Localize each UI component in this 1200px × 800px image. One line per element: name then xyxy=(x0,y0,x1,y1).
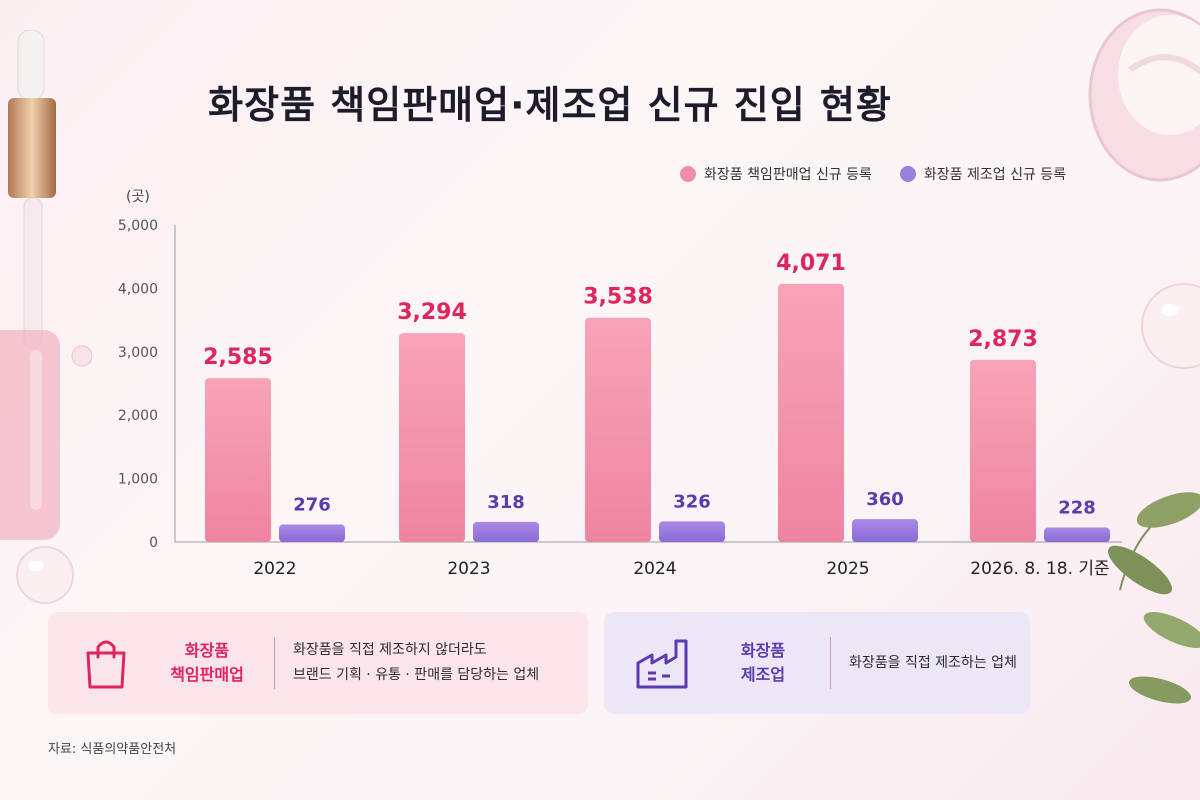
data-label-mf: 318 xyxy=(487,492,525,513)
legend-swatch-rp xyxy=(680,166,696,182)
card-desc-mf-line1: 화장품을 직접 제조하는 업체 xyxy=(849,654,1017,671)
data-label-rp: 2,873 xyxy=(968,327,1038,352)
info-card-responsible-seller: 화장품 책임판매업 화장품을 직접 제조하지 않더라도 브랜드 기획 · 유통 … xyxy=(48,612,588,714)
data-label-mf: 228 xyxy=(1058,498,1096,519)
card-title-mf: 화장품 제조업 xyxy=(708,639,818,687)
bar-rp xyxy=(205,378,271,542)
y-tick-label: 1,000 xyxy=(118,472,158,488)
card-title-rp: 화장품 책임판매업 xyxy=(152,639,262,687)
bar-mf xyxy=(279,524,345,542)
data-label-mf: 276 xyxy=(293,495,331,516)
chart-legend: 화장품 책임판매업 신규 등록 화장품 제조업 신규 등록 xyxy=(680,162,1140,186)
legend-label-rp: 화장품 책임판매업 신규 등록 xyxy=(704,167,872,183)
data-label-rp: 2,585 xyxy=(203,345,273,370)
card-title-mf-line2: 제조업 xyxy=(740,665,786,684)
y-tick-label: 2,000 xyxy=(118,408,158,424)
bar-rp xyxy=(970,359,1036,542)
data-label-rp: 3,294 xyxy=(397,300,467,325)
card-desc-mf: 화장품을 직접 제조하는 업체 xyxy=(849,651,1017,676)
y-tick-label: 5,000 xyxy=(118,218,158,234)
x-tick-label: 2023 xyxy=(447,559,490,579)
y-axis-unit: (곳) xyxy=(126,189,150,205)
data-label-rp: 4,071 xyxy=(776,251,846,276)
bar-rp xyxy=(778,283,844,542)
bar-mf xyxy=(852,519,918,542)
card-desc-rp-line2: 브랜드 기획 · 유통 · 판매를 담당하는 업체 xyxy=(293,667,540,683)
legend-label-mf: 화장품 제조업 신규 등록 xyxy=(923,167,1067,183)
card-divider xyxy=(830,637,831,689)
bar-rp xyxy=(399,333,465,542)
page-title: 화장품 책임판매업·제조업 신규 진입 현황 xyxy=(208,83,892,127)
x-tick-label: 2022 xyxy=(253,559,296,579)
y-tick-label: 0 xyxy=(149,535,158,551)
data-label-rp: 3,538 xyxy=(583,285,653,310)
card-title-mf-line1: 화장품 xyxy=(740,641,786,660)
data-label-mf: 326 xyxy=(673,491,711,512)
x-tick-label: 2026. 8. 18. 기준 xyxy=(970,559,1109,579)
shopping-bag-icon xyxy=(86,640,126,689)
y-tick-label: 3,000 xyxy=(118,345,158,361)
source-note: 자료: 식품의약품안전처 xyxy=(48,742,177,757)
legend-swatch-mf xyxy=(899,166,916,182)
bar-mf xyxy=(659,521,725,542)
factory-icon xyxy=(636,639,688,689)
bar-mf xyxy=(1044,527,1110,542)
y-tick-label: 4,000 xyxy=(118,281,158,297)
card-title-rp-line1: 화장품 xyxy=(184,641,230,660)
legend-item-rp: 화장품 책임판매업 신규 등록 xyxy=(680,162,872,186)
card-title-rp-line2: 책임판매업 xyxy=(170,665,244,684)
bar-rp xyxy=(585,317,651,542)
bar-mf xyxy=(473,521,539,542)
x-tick-label: 2025 xyxy=(826,559,869,579)
data-label-mf: 360 xyxy=(866,489,904,510)
x-tick-label: 2024 xyxy=(633,559,676,579)
info-card-manufacturer: 화장품 제조업 화장품을 직접 제조하는 업체 xyxy=(604,612,1030,714)
card-desc-rp-line1: 화장품을 직접 제조하지 않더라도 xyxy=(293,642,487,658)
card-desc-rp: 화장품을 직접 제조하지 않더라도 브랜드 기획 · 유통 · 판매를 담당하는… xyxy=(293,638,539,688)
card-divider xyxy=(274,637,275,689)
legend-item-mf: 화장품 제조업 신규 등록 xyxy=(899,162,1067,186)
